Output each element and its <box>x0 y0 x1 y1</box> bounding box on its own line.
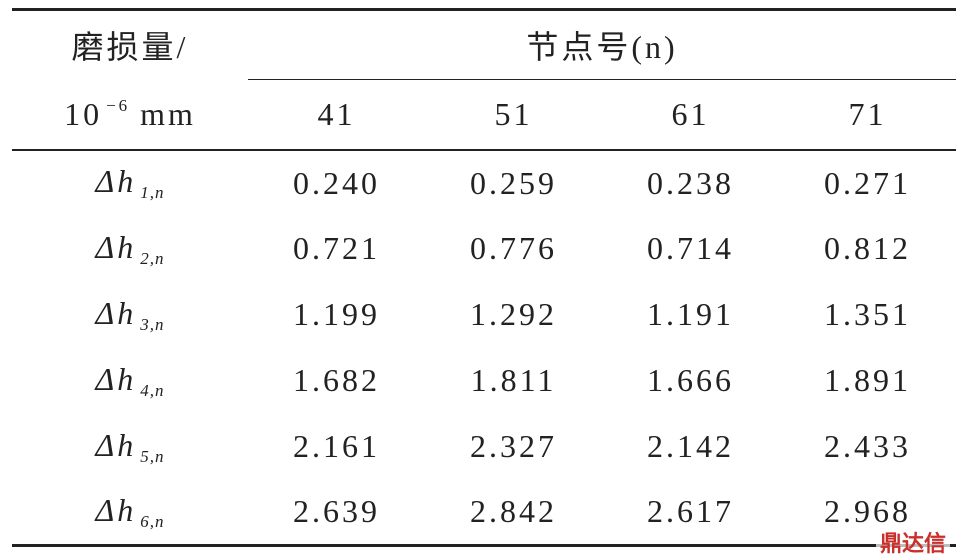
corner-bottom: 10 −6 mm <box>12 80 248 150</box>
cell: 0.238 <box>647 164 734 201</box>
unit-exp: −6 <box>106 95 131 115</box>
label-sub: 6,n <box>140 511 165 531</box>
cell: 0.721 <box>293 230 380 266</box>
table: 磨损量/ 节点号(n) 10 −6 mm 41 51 61 71 Δh 1,n 0.24… <box>12 8 956 547</box>
cell: 0.271 <box>824 164 911 201</box>
label-main: Δh <box>95 491 137 528</box>
table-body: Δh 1,n 0.240 0.259 0.238 0.271 Δh 2,n 0.721 0.776… <box>12 150 956 547</box>
header-row: 磨损量/ 节点号(n) <box>12 9 956 80</box>
cell: 0.714 <box>647 230 734 266</box>
row: Δh 5,n 2.161 2.327 2.142 2.433 <box>12 414 956 480</box>
cell: 0.812 <box>824 230 911 266</box>
column-header: 51 <box>494 95 533 132</box>
cell: 1.292 <box>470 296 557 332</box>
row: Δh 1,n 0.240 0.259 0.238 0.271 <box>12 150 956 216</box>
row-label: Δh 6,n <box>12 479 248 547</box>
label-sub: 3,n <box>140 314 165 334</box>
cell: 1.666 <box>647 362 734 398</box>
cell: 1.351 <box>824 296 911 332</box>
row-label: Δh 1,n <box>12 150 248 216</box>
cell: 1.199 <box>293 296 380 332</box>
label-main: Δh <box>95 360 137 397</box>
row-label: Δh 5,n <box>12 414 248 480</box>
label-main: Δh <box>95 163 137 199</box>
label-main: Δh <box>95 294 137 331</box>
cell: 2.327 <box>470 428 557 464</box>
table-head: 磨损量/ 节点号(n) 10 −6 mm 41 51 61 71 <box>12 9 956 150</box>
cell: 2.142 <box>647 428 734 464</box>
cell: 2.639 <box>248 479 425 547</box>
corner-top: 磨损量/ <box>71 29 189 66</box>
cell: 1.811 <box>470 362 557 398</box>
row: Δh 2,n 0.721 0.776 0.714 0.812 <box>12 216 956 282</box>
label-sub: 4,n <box>140 380 165 400</box>
row: Δh 3,n 1.199 1.292 1.191 1.351 <box>12 282 956 348</box>
label-sub: 2,n <box>140 248 165 268</box>
row: Δh 4,n 1.682 1.811 1.666 1.891 <box>12 348 956 414</box>
row-label: Δh 3,n <box>12 282 248 348</box>
watermark: 鼎达信 <box>875 526 950 558</box>
cell: 2.842 <box>425 479 602 547</box>
column-header: 41 <box>317 95 356 132</box>
cell: 0.259 <box>470 164 557 201</box>
cell: 1.191 <box>647 296 734 332</box>
table-wrap: 磨损量/ 节点号(n) 10 −6 mm 41 51 61 71 Δh 1,n 0.24… <box>12 8 956 547</box>
row-label: Δh 2,n <box>12 216 248 282</box>
cell: 2.161 <box>293 428 380 464</box>
column-header: 61 <box>671 95 710 132</box>
group-header: 节点号(n) <box>248 9 956 80</box>
cell: 2.433 <box>824 428 911 464</box>
label-sub: 1,n <box>140 183 165 202</box>
row-label: Δh 4,n <box>12 348 248 414</box>
cell: 1.891 <box>824 362 911 398</box>
label-main: Δh <box>95 426 137 463</box>
cell: 1.682 <box>293 362 380 398</box>
unit-base: 10 <box>64 95 103 132</box>
unit: mm <box>140 95 196 132</box>
cell: 2.617 <box>602 479 779 547</box>
header-row: 10 −6 mm 41 51 61 71 <box>12 80 956 150</box>
label-main: Δh <box>95 228 137 265</box>
column-header: 71 <box>848 95 887 132</box>
row: Δh 6,n 2.639 2.842 2.617 2.968 <box>12 479 956 547</box>
cell: 0.776 <box>470 230 557 266</box>
label-sub: 5,n <box>140 446 165 466</box>
cell: 0.240 <box>293 164 380 201</box>
